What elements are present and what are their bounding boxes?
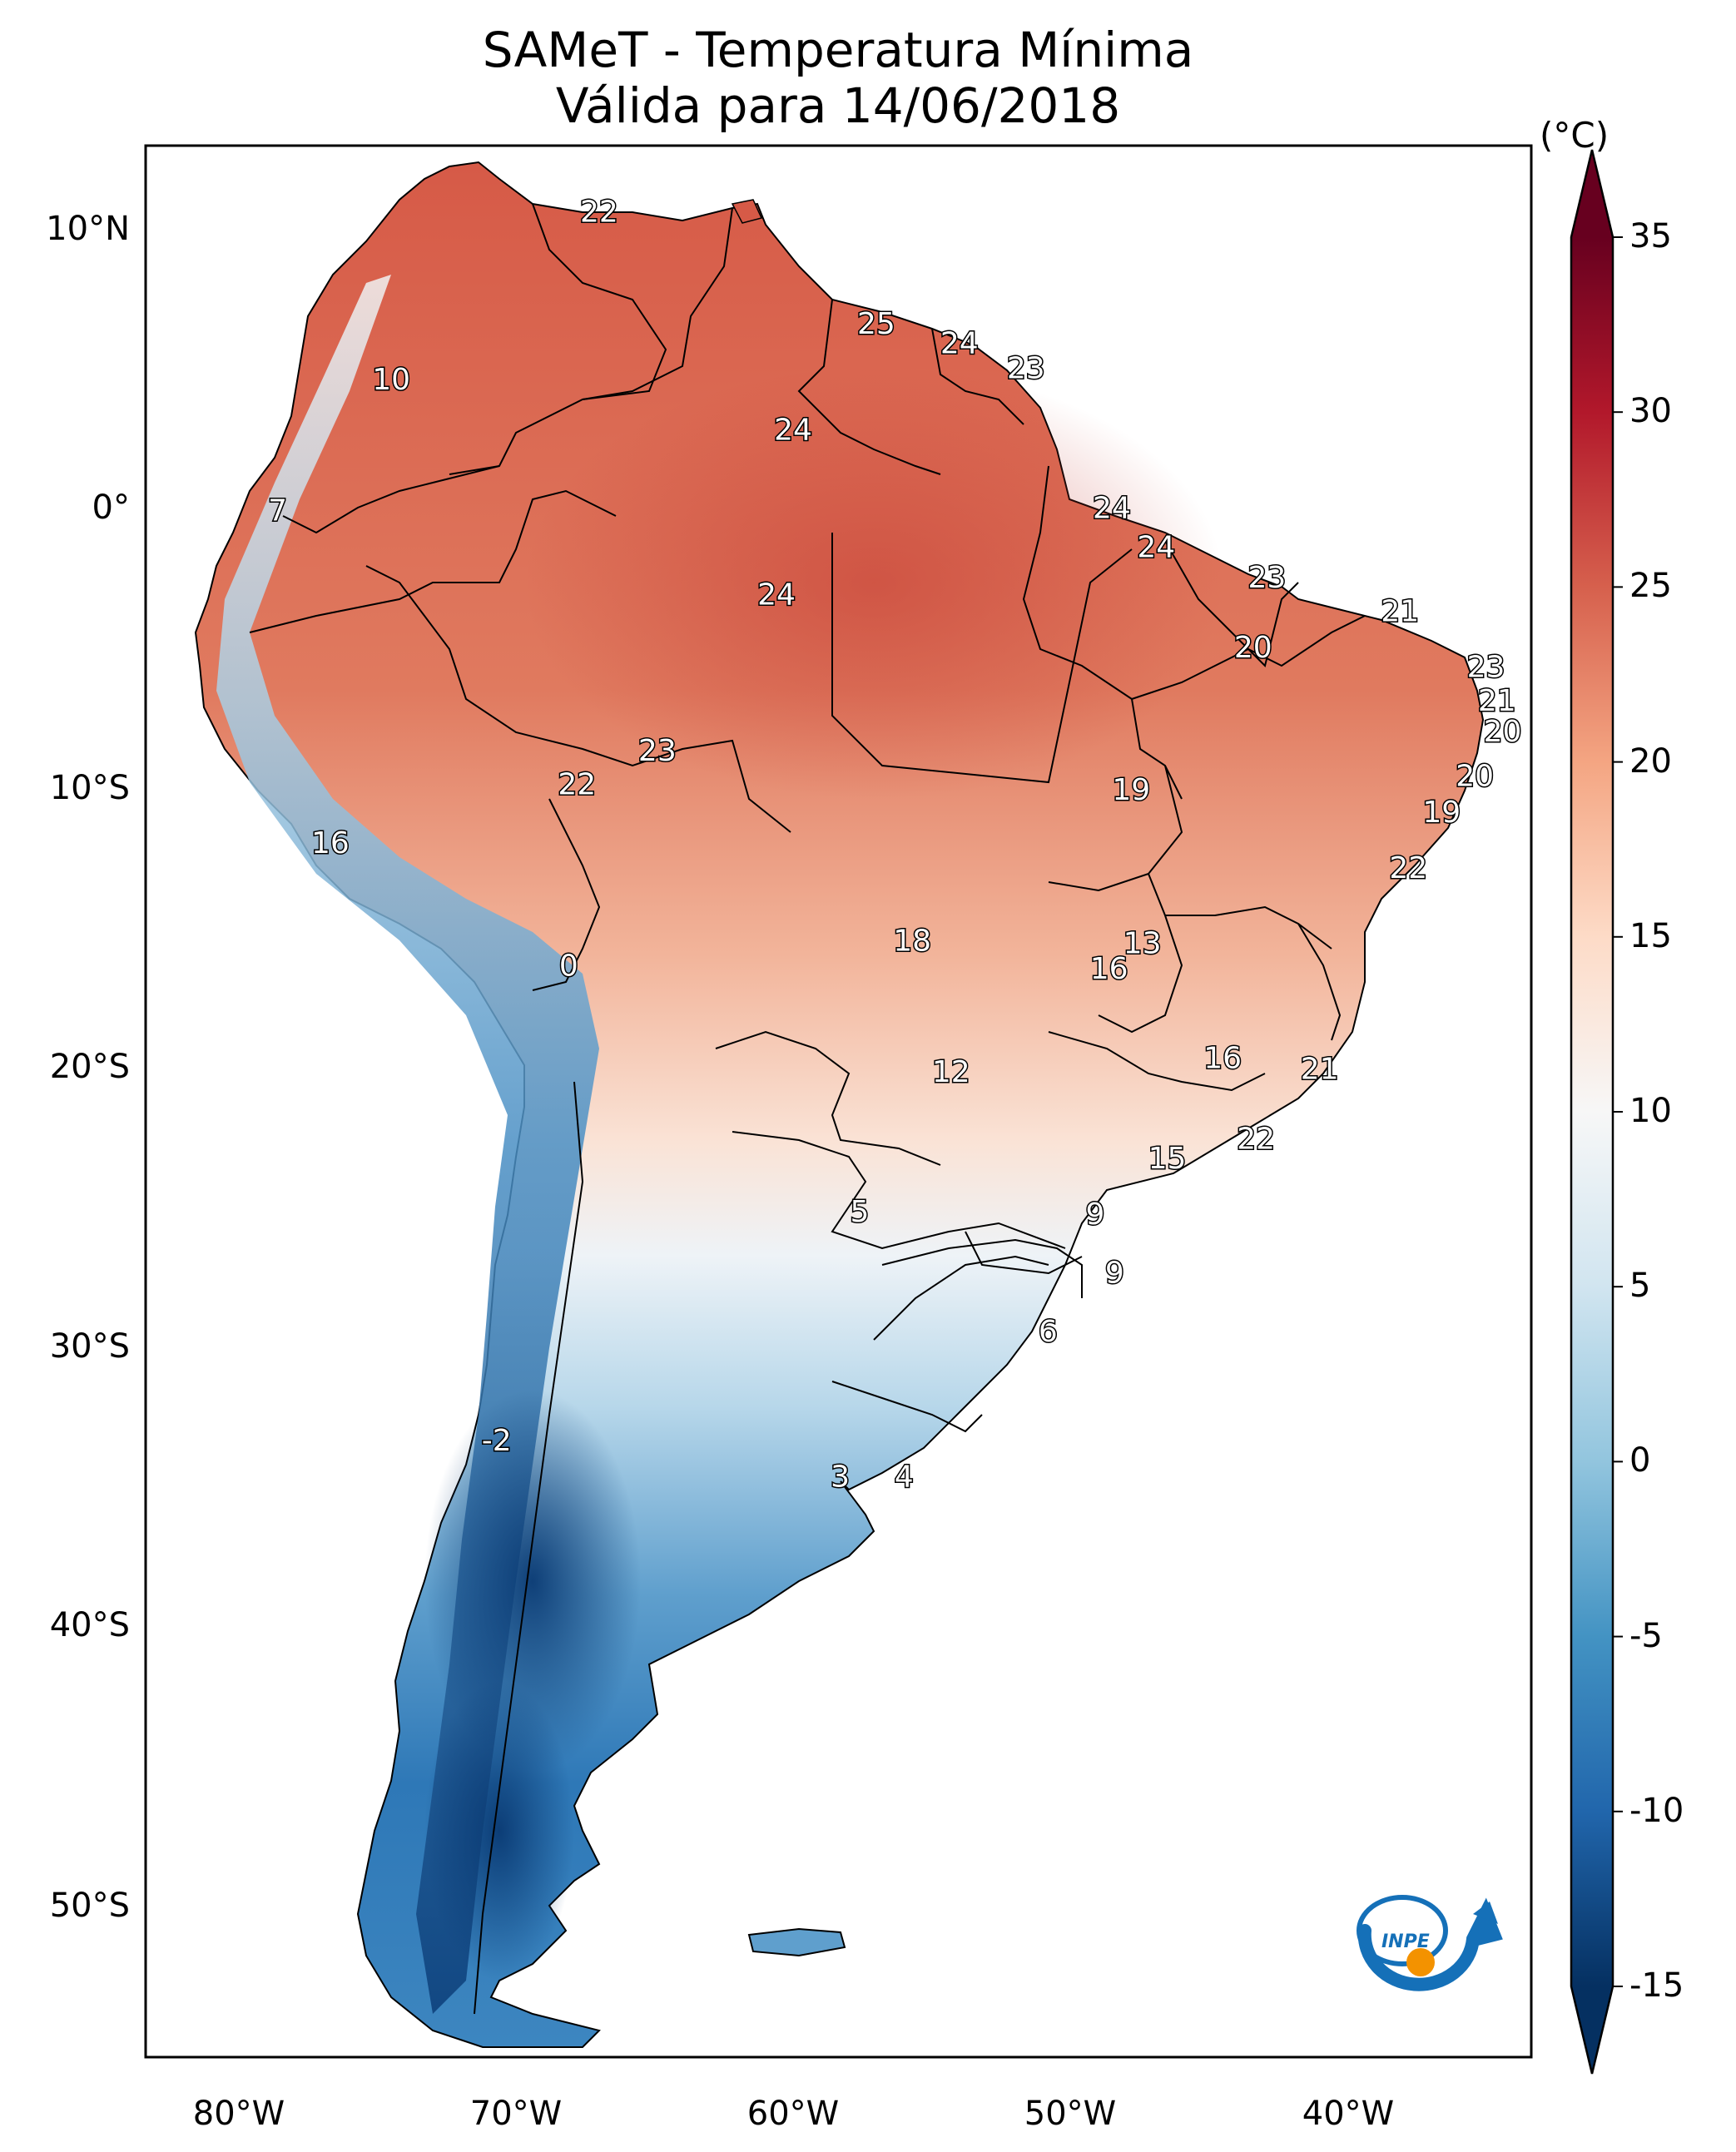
temperature-label: 20	[1234, 631, 1272, 665]
map-panel	[146, 146, 1531, 2057]
colorbar-extend-bottom	[1571, 1986, 1613, 2074]
temperature-label: 6	[1039, 1315, 1058, 1349]
lon-tick-50w: 50°W	[1024, 2095, 1117, 2133]
political-borders	[249, 203, 1366, 2015]
temperature-label: 16	[1203, 1041, 1242, 1075]
lat-tick-0: 0°	[92, 488, 130, 527]
lon-tick-70w: 70°W	[469, 2095, 563, 2133]
colorbar-gradient	[1571, 237, 1613, 1986]
temperature-label: 22	[1389, 851, 1427, 885]
caribbean-islands	[731, 199, 763, 224]
colorbar-tick-label: 5	[1629, 1267, 1651, 1306]
colorbar-unit: (°C)	[1540, 115, 1610, 156]
colorbar-extend-top	[1571, 150, 1613, 237]
lat-tick-10n: 10°N	[46, 210, 130, 248]
lon-tick-80w: 80°W	[192, 2095, 285, 2133]
temperature-label: 23	[1007, 352, 1045, 386]
colorbar-tick-label: 35	[1629, 217, 1672, 255]
map-subtitle: Válida para 14/06/2018	[556, 77, 1120, 134]
temperature-label: 23	[1467, 651, 1505, 685]
temperature-label: 12	[932, 1055, 970, 1089]
temperature-label: 13	[1123, 927, 1162, 961]
lat-tick-10s: 10°S	[49, 769, 130, 807]
temperature-label: 3	[831, 1460, 850, 1495]
map-frame	[144, 144, 1533, 2059]
lat-tick-30s: 30°S	[49, 1327, 130, 1366]
temperature-label: 9	[1105, 1257, 1124, 1291]
temperature-label: 24	[757, 578, 796, 612]
colorbar-tick-label: 15	[1629, 916, 1672, 955]
colorbar-tick-label: 0	[1629, 1441, 1651, 1480]
temperature-label: 21	[1381, 594, 1419, 628]
temperature-label: 20	[1484, 715, 1522, 749]
temperature-label: 22	[580, 196, 618, 230]
temperature-label: 18	[893, 924, 931, 958]
inpe-logo: INPE	[1357, 1895, 1503, 1991]
temperature-label: 23	[638, 734, 677, 768]
temperature-label: 22	[558, 768, 596, 802]
temperature-label: 22	[1237, 1123, 1275, 1157]
temperature-label: 0	[559, 950, 578, 984]
temperature-label: 23	[1248, 561, 1287, 595]
temperature-label: 25	[857, 307, 895, 341]
colorbar	[1570, 149, 1623, 2075]
lon-tick-40w: 40°W	[1302, 2095, 1395, 2133]
temperature-label: 24	[940, 326, 979, 360]
temperature-label: 21	[1301, 1053, 1339, 1087]
temperature-label: 9	[1086, 1197, 1105, 1232]
temperature-label: 15	[1148, 1142, 1187, 1176]
temperature-label: 24	[1137, 530, 1175, 564]
temperature-label: 4	[895, 1460, 914, 1495]
temperature-label: 16	[311, 826, 350, 860]
lat-tick-40s: 40°S	[49, 1606, 130, 1644]
temperature-label: 24	[1093, 491, 1131, 525]
falkland-islands	[747, 1927, 846, 1957]
temperature-label: 24	[774, 413, 812, 447]
temperature-label: 21	[1478, 684, 1516, 718]
colorbar-tick-label: -10	[1629, 1791, 1684, 1830]
colorbar-tick-label: 30	[1629, 392, 1672, 431]
temperature-label: 7	[268, 494, 287, 528]
colorbar-tick-label: -15	[1629, 1966, 1684, 2005]
patagonia-cold-zone	[424, 1390, 641, 1773]
temperature-label: 20	[1456, 759, 1494, 793]
amazon-warm-zone	[524, 366, 1223, 799]
colorbar-tick-label: -5	[1629, 1616, 1663, 1655]
temperature-label: 10	[372, 363, 410, 397]
temperature-label: 19	[1422, 796, 1461, 830]
colorbar-tick-label: 20	[1629, 741, 1672, 781]
map-title: SAMeT - Temperatura Mínima	[483, 22, 1194, 78]
temperature-label: -2	[482, 1424, 512, 1458]
temperature-label: 5	[850, 1195, 869, 1229]
colorbar-tick-label: 10	[1629, 1092, 1672, 1130]
temperature-label: 16	[1090, 952, 1128, 986]
lat-tick-20s: 20°S	[49, 1048, 130, 1086]
colorbar-tick-label: 25	[1629, 567, 1672, 606]
temperature-label: 19	[1112, 773, 1150, 807]
logo-text: INPE	[1381, 1931, 1430, 1952]
lon-tick-60w: 60°W	[746, 2095, 840, 2133]
lat-tick-50s: 50°S	[49, 1887, 130, 1925]
